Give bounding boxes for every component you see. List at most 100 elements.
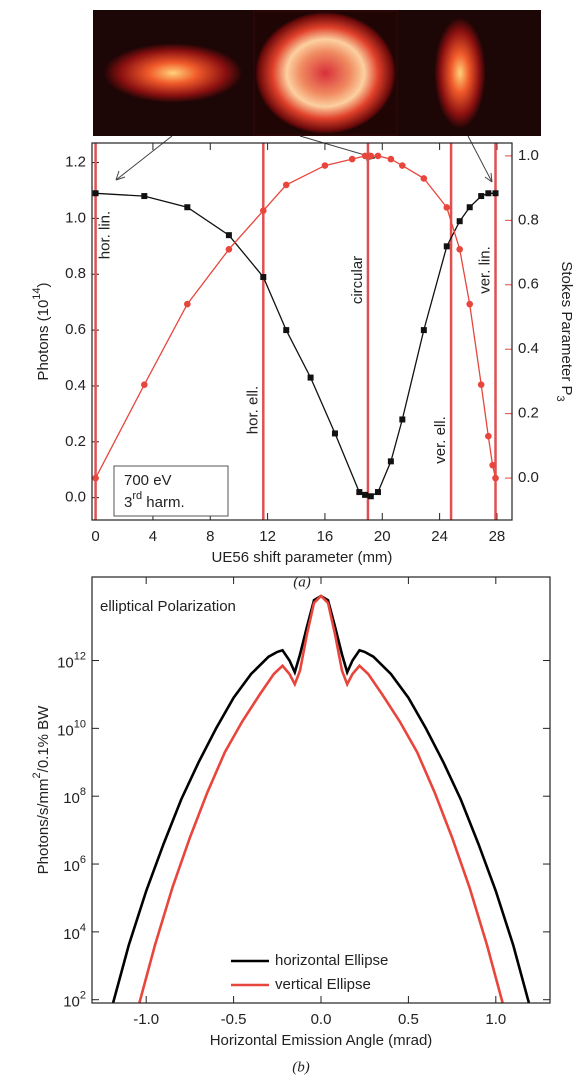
tick-base: 10 [63,926,80,943]
x-axis-label: UE56 shift parameter (mm) [212,549,393,566]
annotation: elliptical Polarization [100,598,236,615]
y-tick-label: 104 [63,922,86,943]
annotation-sup: rd [132,490,142,502]
point [367,152,375,160]
x-tick-label: 0.0 [311,1011,332,1028]
point [356,489,363,496]
y-tick-label: 1.0 [65,209,86,226]
point [420,327,427,334]
y-tick-label: 0.8 [65,265,86,282]
point [362,491,369,498]
caption: (a) [293,574,311,590]
marker-label: hor. ell. [244,386,261,434]
marker-label: circular [349,256,366,304]
point [443,204,451,211]
y-tick-label: 0.2 [65,433,86,450]
point [374,489,381,496]
y-axis-label-part: Photons/s/mm [35,778,52,874]
tick-exponent: 4 [80,922,86,934]
point [283,327,290,334]
y-axis-label-part: Photons (10 [35,300,52,381]
point [466,204,473,211]
y2-axis-label: Stokes Parameter P3 [554,261,575,401]
tick-exponent: 2 [80,990,86,1002]
point [361,152,369,160]
tick-base: 10 [63,858,80,875]
point [260,274,267,281]
point [184,204,191,211]
point [478,193,485,200]
tick-exponent: 10 [74,718,86,730]
point [374,152,382,160]
point [420,175,428,182]
point [321,162,329,169]
tick-base: 10 [57,654,74,671]
x-tick-label: 16 [317,528,334,545]
y-tick-label: 0.6 [65,321,86,338]
tick-base: 10 [63,790,80,807]
y-axis-label: Photons/s/mm2/0.1% BW [31,705,52,875]
point [456,246,463,253]
y-tick-label: 102 [63,990,86,1011]
x-tick-label: 0 [91,528,99,545]
point [399,162,406,169]
point [387,155,395,163]
y2-tick-label: 0.0 [518,469,539,486]
plot-frame [91,576,551,1004]
y2-tick-label: 0.8 [518,211,539,228]
point [331,430,338,437]
point [443,243,450,250]
legend-label: vertical Ellipse [275,976,371,993]
x-axis-label: Horizontal Emission Angle (mrad) [210,1032,433,1049]
tick-exponent: 12 [74,650,86,662]
y2-tick-label: 0.6 [518,276,539,293]
annotation-box [113,465,229,517]
point [367,493,374,500]
x-tick-label: 8 [206,528,214,545]
marker-label: ver. ell. [432,416,449,464]
annotation: 3rd harm. [124,490,185,511]
annotation-part: harm. [142,494,185,511]
x-tick-label: -0.5 [221,1011,247,1028]
x-tick-label: 28 [489,528,506,545]
y2-tick-label: 0.4 [518,340,539,357]
tick-base: 10 [57,722,74,739]
y-axis-label-sup: 14 [31,287,43,299]
beam-images [93,10,541,136]
plot-frame [91,142,513,521]
point [184,300,191,308]
point [225,246,233,253]
legend-label: horizontal Ellipse [275,952,388,969]
point [92,474,99,482]
annotation: 700 eV [124,472,172,489]
point [92,190,99,197]
y-tick-label: 0.4 [65,377,86,394]
point [489,461,496,469]
x-tick-label: 1.0 [485,1011,506,1028]
x-tick-label: 24 [431,528,448,545]
point [282,181,290,189]
point [456,218,463,225]
tick-exponent: 6 [80,854,86,866]
y-tick-label: 1010 [57,718,86,739]
point [348,155,356,163]
y-tick-label: 106 [63,854,86,875]
x-tick-label: -1.0 [133,1011,159,1028]
point [307,374,314,381]
tick-base: 10 [63,994,80,1011]
y-axis-label-sup: 2 [31,772,43,778]
y2-tick-label: 0.2 [518,405,539,422]
x-tick-label: 12 [259,528,276,545]
annotation-part: 3 [124,494,132,511]
point [141,193,148,200]
series-line [111,594,531,1003]
point [477,381,485,388]
point [141,381,148,388]
series-line [138,594,504,1003]
y-tick-label: 0.0 [65,489,86,506]
y2-axis-label-sub: 3 [554,396,566,402]
y-tick-label: 1.2 [65,154,86,171]
point [485,190,492,197]
